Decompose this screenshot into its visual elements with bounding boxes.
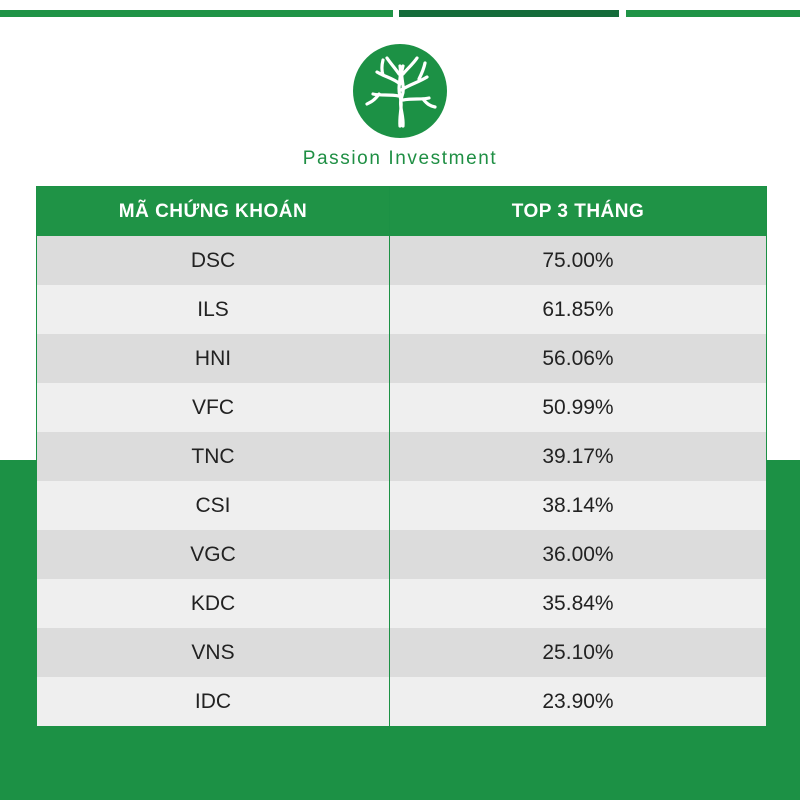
return-value-cell: 25.10% — [389, 628, 766, 677]
stock-code-cell: VFC — [37, 383, 390, 432]
table-row: DSC 75.00% — [37, 236, 766, 285]
table-row: IDC 23.90% — [37, 677, 766, 726]
stock-code-cell: CSI — [37, 481, 390, 530]
table-row: HNI 56.06% — [37, 334, 766, 383]
return-value-cell: 38.14% — [389, 481, 766, 530]
table-row: KDC 35.84% — [37, 579, 766, 628]
return-value-cell: 61.85% — [389, 285, 766, 334]
table-header-row: MÃ CHỨNG KHOÁN TOP 3 THÁNG — [37, 187, 766, 236]
top-accent-bar-left — [0, 10, 393, 17]
table-row: CSI 38.14% — [37, 481, 766, 530]
return-value-cell: 50.99% — [389, 383, 766, 432]
stock-code-cell: TNC — [37, 432, 390, 481]
return-value-cell: 75.00% — [389, 236, 766, 285]
return-value-cell: 36.00% — [389, 530, 766, 579]
stock-code-cell: IDC — [37, 677, 390, 726]
stock-code-cell: DSC — [37, 236, 390, 285]
stock-code-cell: VGC — [37, 530, 390, 579]
stock-code-cell: HNI — [37, 334, 390, 383]
top-accent-bar-right — [626, 10, 800, 17]
table-row: ILS 61.85% — [37, 285, 766, 334]
brand-name: Passion Investment — [302, 148, 498, 169]
tree-logo-icon — [353, 44, 447, 138]
header-stock-code: MÃ CHỨNG KHOÁN — [37, 187, 390, 236]
table-row: VNS 25.10% — [37, 628, 766, 677]
top-accent-bar-middle — [399, 10, 619, 17]
return-value-cell: 23.90% — [389, 677, 766, 726]
return-value-cell: 56.06% — [389, 334, 766, 383]
stock-code-cell: ILS — [37, 285, 390, 334]
table-row: VGC 36.00% — [37, 530, 766, 579]
header-top-3-months: TOP 3 THÁNG — [389, 187, 766, 236]
return-value-cell: 35.84% — [389, 579, 766, 628]
return-value-cell: 39.17% — [389, 432, 766, 481]
table-row: TNC 39.17% — [37, 432, 766, 481]
stock-code-cell: KDC — [37, 579, 390, 628]
stock-code-cell: VNS — [37, 628, 390, 677]
stock-table: MÃ CHỨNG KHOÁN TOP 3 THÁNG DSC 75.00% IL… — [36, 186, 767, 727]
table-row: VFC 50.99% — [37, 383, 766, 432]
